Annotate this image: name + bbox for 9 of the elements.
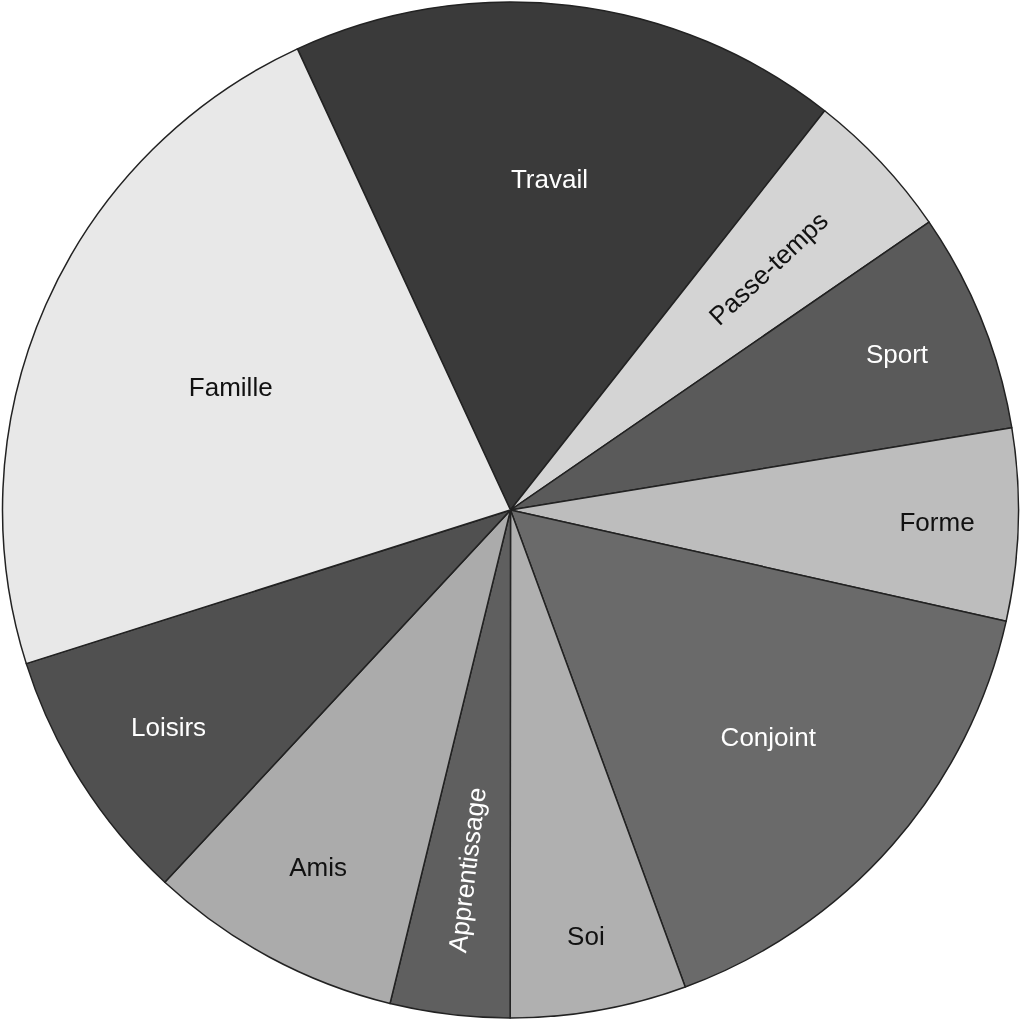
slice-label: Sport (865, 339, 929, 370)
slice-label: Travail (510, 163, 588, 194)
slice-label: Soi (567, 920, 605, 951)
slice-label: Conjoint (720, 721, 817, 752)
slice-label: Amis (289, 852, 347, 883)
slice-label: Forme (899, 507, 975, 538)
slice-label: Loisirs (130, 711, 207, 742)
slice-label: Famille (188, 371, 273, 402)
slice-label: Apprentissage (442, 785, 492, 955)
